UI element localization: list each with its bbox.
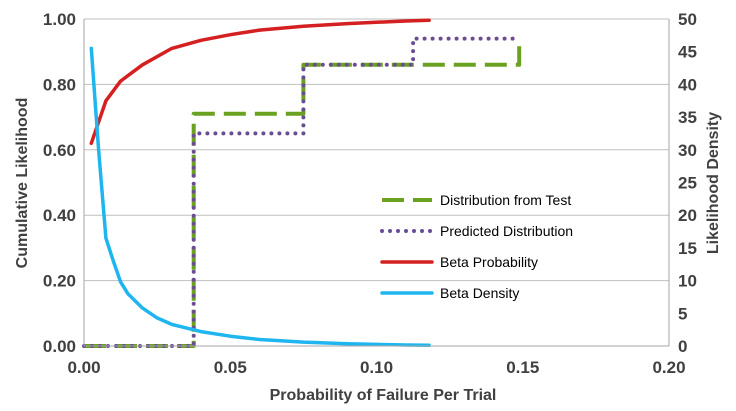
y2-tick-label: 25 xyxy=(678,174,697,193)
y2-axis-title: Likelihood Density xyxy=(705,112,722,254)
data-series xyxy=(82,18,522,348)
y-tick-label: 0.80 xyxy=(43,75,76,94)
series-line-beta-density xyxy=(89,46,431,348)
series-line-predicted-distribution xyxy=(82,36,519,348)
y2-tick-label: 10 xyxy=(678,272,697,291)
tick-labels: 0.00 0.20 0.40 0.60 0.80 1.00 0 5 10 15 20 25 30 35 40… xyxy=(43,10,697,377)
legend: Distribution from Test Predicted Distribu… xyxy=(380,192,573,301)
legend-label: Predicted Distribution xyxy=(440,223,573,239)
y-tick-label: 1.00 xyxy=(43,10,76,29)
x-tick-label: 0.15 xyxy=(506,358,539,377)
x-tick-label: 0.10 xyxy=(360,358,393,377)
y-tick-label: 0.60 xyxy=(43,141,76,160)
legend-label: Beta Probability xyxy=(440,254,538,270)
x-tick-label: 0.00 xyxy=(67,358,100,377)
x-axis-title: Probability of Failure Per Trial xyxy=(270,387,497,404)
y2-tick-label: 30 xyxy=(678,141,697,160)
gridlines xyxy=(84,18,669,347)
y2-tick-label: 5 xyxy=(678,304,687,323)
y2-tick-label: 35 xyxy=(678,108,697,127)
y-tick-label: 0.40 xyxy=(43,206,76,225)
x-tick-label: 0.20 xyxy=(652,358,685,377)
y-axis-title: Cumulative Likelihood xyxy=(14,98,31,269)
legend-label: Distribution from Test xyxy=(440,192,571,208)
y-tick-label: 0.20 xyxy=(43,272,76,291)
y2-tick-label: 0 xyxy=(678,337,687,356)
series-line-beta-probability xyxy=(89,18,431,146)
series-line-distribution-from-test xyxy=(84,38,522,348)
y2-tick-label: 50 xyxy=(678,10,697,29)
legend-label: Beta Density xyxy=(440,285,519,301)
y2-tick-label: 15 xyxy=(678,239,697,258)
axes xyxy=(83,19,670,347)
y2-tick-label: 45 xyxy=(678,43,697,62)
x-tick-label: 0.05 xyxy=(214,358,247,377)
y2-tick-label: 20 xyxy=(678,206,697,225)
y2-tick-label: 40 xyxy=(678,75,697,94)
y-tick-label: 0.00 xyxy=(43,337,76,356)
